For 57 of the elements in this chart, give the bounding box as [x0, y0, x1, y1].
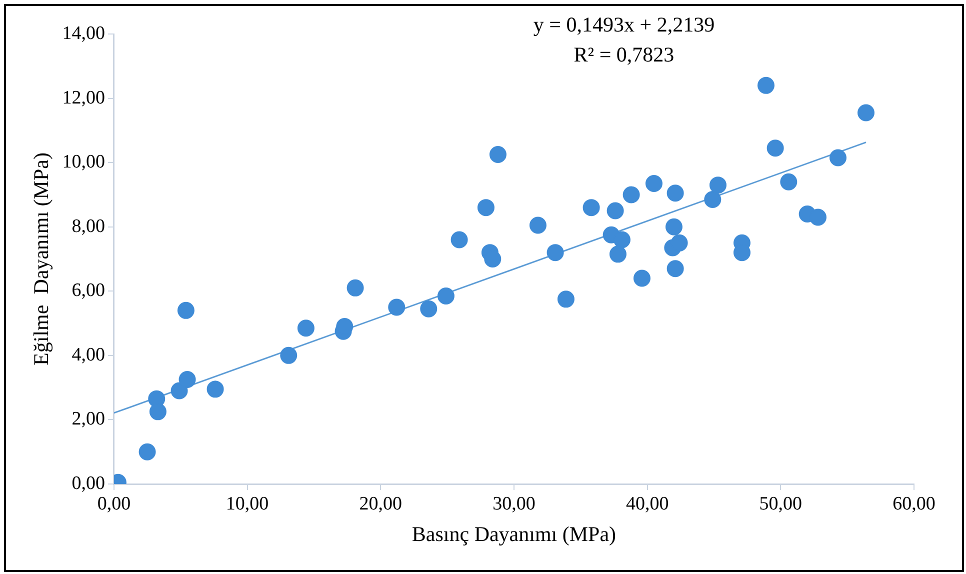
y-tick-label: 8,00: [72, 216, 105, 237]
y-axis-title: Eğilme Dayanımı (MPa): [29, 152, 54, 366]
x-tick-label: 0,00: [97, 493, 131, 514]
point: [280, 346, 298, 364]
point: [437, 287, 454, 304]
y-tick-label: 10,00: [62, 152, 105, 173]
x-tick-label: 20,00: [359, 493, 402, 514]
point: [297, 320, 314, 337]
annotation: R² = 0,7823: [574, 42, 674, 67]
annotation: y = 0,1493x + 2,2139: [533, 12, 715, 37]
point: [484, 250, 502, 268]
y-tick-label: 14,00: [62, 22, 105, 44]
point: [489, 146, 506, 164]
point: [670, 234, 688, 252]
x-tick-label: 60,00: [892, 493, 936, 514]
point: [766, 140, 784, 157]
point: [613, 231, 630, 248]
point: [666, 184, 684, 202]
point: [780, 173, 798, 190]
point: [606, 202, 624, 220]
point: [450, 231, 468, 248]
y-tick-label: 2,00: [72, 408, 105, 430]
point: [388, 298, 406, 316]
point: [529, 216, 546, 234]
point: [757, 76, 774, 94]
point: [177, 302, 194, 319]
y-tick-label: 6,00: [72, 280, 105, 302]
point: [170, 382, 188, 400]
point: [709, 176, 726, 194]
point: [149, 403, 166, 420]
point: [829, 149, 846, 166]
point: [557, 290, 574, 308]
x-tick-label: 30,00: [492, 493, 536, 514]
y-tick-label: 12,00: [62, 87, 105, 108]
x-tick-label: 10,00: [226, 493, 269, 514]
point: [633, 270, 650, 287]
y-tick-label: 4,00: [72, 344, 105, 366]
point: [206, 380, 224, 398]
x-tick-label: 50,00: [759, 493, 802, 514]
point: [138, 443, 156, 460]
point: [704, 191, 722, 208]
x-axis-title: Basınç Dayanımı (MPa): [412, 522, 616, 546]
point: [582, 199, 600, 216]
point: [420, 300, 438, 318]
x-tick-label: 40,00: [626, 493, 669, 514]
point: [178, 371, 196, 388]
point: [809, 208, 826, 226]
point: [857, 104, 874, 122]
y-tick-label: 0,00: [72, 472, 105, 494]
point: [546, 244, 564, 262]
point: [622, 186, 640, 204]
point: [665, 218, 682, 236]
point: [666, 260, 684, 278]
point: [346, 279, 364, 296]
point: [609, 246, 626, 263]
point: [477, 199, 494, 216]
point: [645, 174, 662, 192]
